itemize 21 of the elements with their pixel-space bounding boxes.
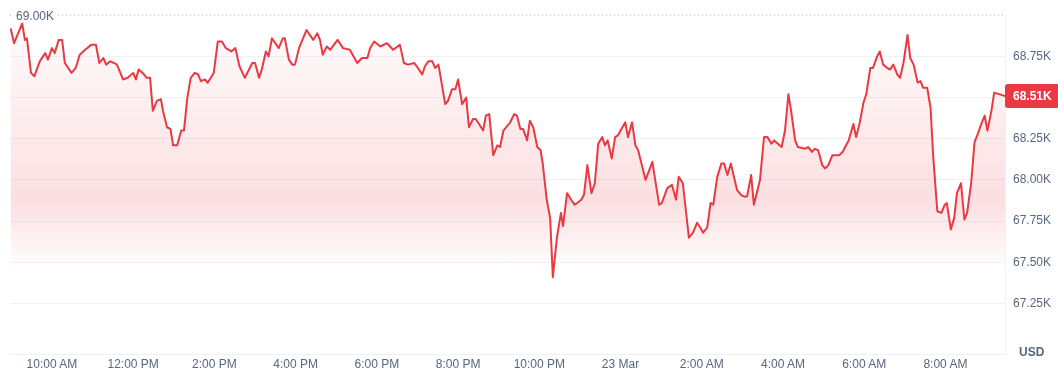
x-tick-label: 4:00 AM xyxy=(760,357,805,372)
annotation: 68.51K xyxy=(1013,89,1053,104)
x-tick-label: 12:00 PM xyxy=(107,357,159,372)
x-tick-label: 8:00 AM xyxy=(923,357,968,372)
x-tick-label: 6:00 AM xyxy=(842,357,887,372)
x-tick-label: 6:00 PM xyxy=(354,357,400,372)
y-tick-label: 67.75K xyxy=(1013,213,1052,228)
y-tick-label: 67.25K xyxy=(1013,295,1052,310)
x-tick-label: 2:00 PM xyxy=(192,357,237,372)
x-tick-label: 10:00 AM xyxy=(26,357,78,372)
y-tick-label: 68.00K xyxy=(1013,172,1052,187)
y-tick-label: 67.50K xyxy=(1013,254,1052,269)
y-tick-label: 68.75K xyxy=(1013,48,1052,63)
x-tick-label: 8:00 PM xyxy=(435,357,481,372)
x-tick-label: 10:00 PM xyxy=(513,357,565,372)
x-tick-label: 23 Mar xyxy=(601,357,640,372)
x-tick-label: 4:00 PM xyxy=(273,357,318,372)
y-axis-title: USD xyxy=(1019,344,1045,359)
y-tick-label: 68.25K xyxy=(1013,131,1052,146)
ref-line-label: 69.00K xyxy=(16,8,55,23)
x-tick-label: 2:00 AM xyxy=(679,357,724,372)
